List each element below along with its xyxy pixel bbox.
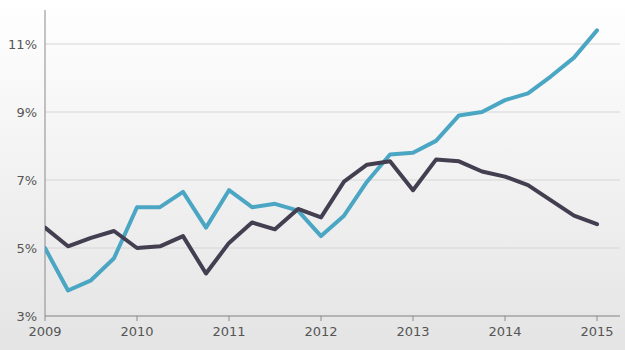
x-axis-line	[45, 316, 620, 317]
x-tick	[505, 316, 506, 321]
y-tick-label: 5%	[16, 241, 37, 256]
x-tick-label: 2011	[212, 324, 245, 339]
y-tick-label: 9%	[16, 105, 37, 120]
x-tick-label: 2010	[120, 324, 153, 339]
x-tick	[229, 316, 230, 321]
x-tick	[321, 316, 322, 321]
x-tick-label: 2014	[488, 324, 521, 339]
chart: 3% 5% 7% 9% 11% 2009 2010 2011 2012 2013 2014 2015	[0, 0, 625, 350]
grid-line	[45, 248, 620, 249]
x-tick	[413, 316, 414, 321]
x-tick	[597, 316, 598, 321]
y-tick-label: 7%	[16, 173, 37, 188]
grid-line	[45, 180, 620, 181]
grid-line	[45, 112, 620, 113]
x-tick	[137, 316, 138, 321]
x-tick-label: 2012	[304, 324, 337, 339]
background	[0, 0, 625, 350]
series-line	[45, 160, 597, 274]
x-tick	[45, 316, 46, 321]
x-tick-label: 2009	[28, 324, 61, 339]
y-tick-label: 11%	[8, 37, 37, 52]
series-line	[45, 30, 597, 290]
y-tick-label: 3%	[16, 309, 37, 324]
grid-line	[45, 316, 620, 317]
plot-area	[45, 30, 597, 290]
x-tick-label: 2013	[396, 324, 429, 339]
grid-line	[45, 44, 620, 45]
x-tick-label: 2015	[580, 324, 613, 339]
y-axis-line	[45, 10, 46, 316]
